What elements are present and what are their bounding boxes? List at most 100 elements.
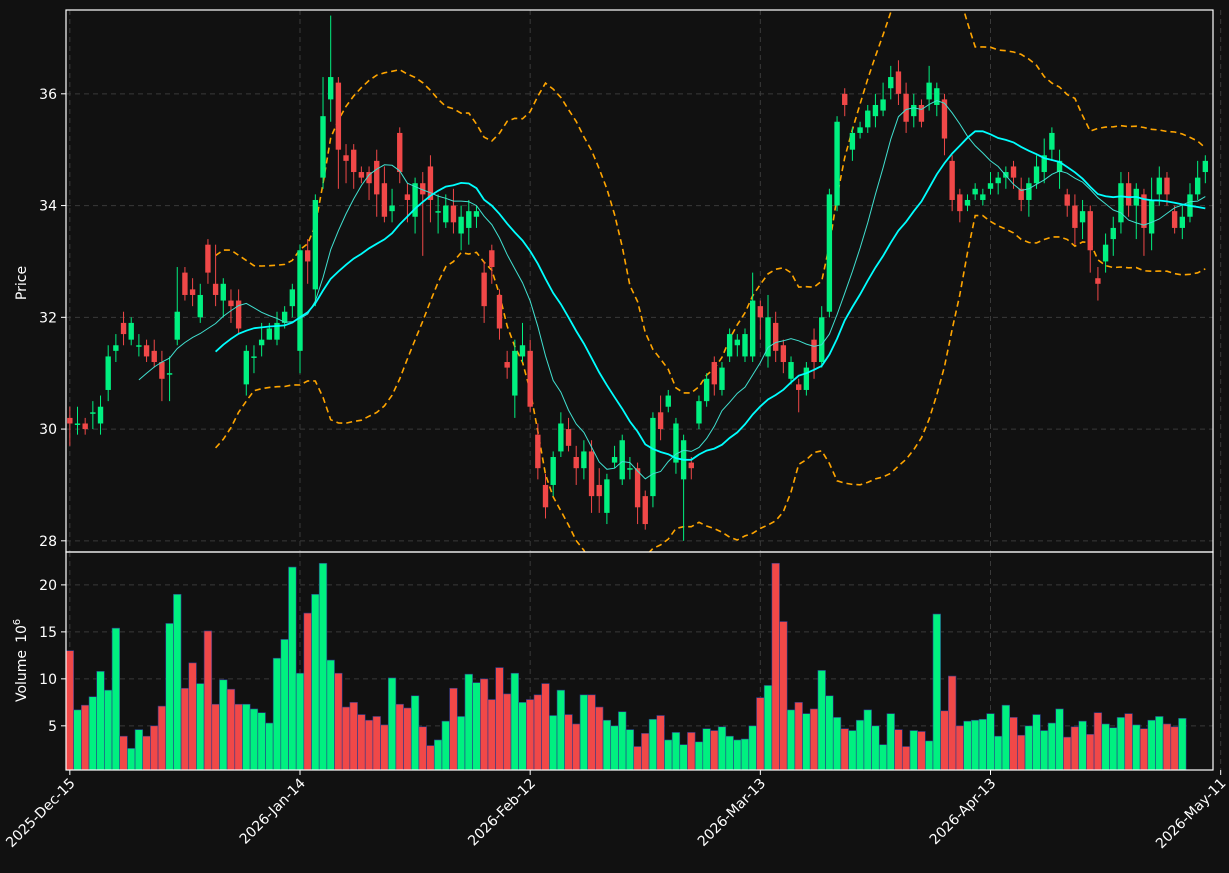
candle-body <box>1026 183 1032 200</box>
volume-bar <box>633 746 642 771</box>
candle-body <box>872 104 879 117</box>
volume-panel: 5 10 15 20 Volume 10 6 <box>12 551 1222 771</box>
volume-bar <box>986 713 995 771</box>
volume-bar <box>756 697 765 771</box>
volume-bar <box>1047 722 1057 771</box>
candle-body <box>657 412 664 430</box>
candle-body <box>297 250 303 351</box>
candle-body <box>934 88 940 105</box>
volume-bar <box>748 725 757 771</box>
volume-bar <box>901 746 911 771</box>
volume-bar <box>518 702 527 771</box>
volume-bar <box>840 728 849 771</box>
candle-body <box>696 401 702 424</box>
candle-body <box>205 244 211 273</box>
candle-body <box>1179 216 1185 228</box>
volume-bar <box>81 704 90 771</box>
volume-bar <box>372 716 381 771</box>
candle-body <box>1010 166 1017 178</box>
candle-body <box>1095 278 1101 284</box>
volume-panel-frame <box>65 551 1214 771</box>
candle-body <box>435 211 441 213</box>
volume-bar <box>955 725 964 771</box>
candle-body <box>1118 183 1124 223</box>
volume-bar <box>318 562 328 771</box>
price-tick-label: 32 <box>39 310 57 326</box>
volume-axis-exponent-power: 6 <box>12 619 23 625</box>
volume-bar <box>265 722 274 771</box>
volume-bar <box>257 712 266 771</box>
volume-tick-label: 5 <box>48 719 57 735</box>
candle-body <box>159 362 165 379</box>
candle-body <box>726 334 733 357</box>
volume-bar <box>855 719 865 771</box>
candle-body <box>573 457 579 469</box>
volume-bar <box>249 708 259 771</box>
candle-body <box>857 127 863 133</box>
volume-axis-exponent-base: 10 <box>14 625 30 643</box>
candle-body <box>251 356 257 358</box>
candle-body <box>174 311 180 340</box>
volume-bar <box>1116 717 1126 771</box>
volume-bar <box>1147 719 1156 771</box>
volume-bar <box>994 735 1003 771</box>
candle-body <box>496 294 503 329</box>
price-tick-label: 36 <box>39 87 57 103</box>
volume-bar <box>403 707 412 771</box>
volume-bar <box>165 623 174 771</box>
volume-bar <box>687 732 696 771</box>
candle-body <box>228 300 234 307</box>
candle-body <box>941 99 948 139</box>
volume-bar <box>886 713 895 771</box>
volume-bar <box>825 695 834 771</box>
candle-body <box>788 362 794 379</box>
bollinger-bands <box>215 10 1206 552</box>
volume-bar <box>288 566 297 771</box>
volume-bar <box>940 710 949 771</box>
volume-bar <box>188 662 197 771</box>
volume-bar <box>280 639 289 771</box>
price-tick-labels: 28 30 32 34 36 <box>39 87 66 550</box>
volume-bar <box>226 688 236 771</box>
volume-bar <box>395 703 404 771</box>
volume-bar <box>211 703 220 771</box>
candle-body <box>980 194 986 200</box>
candle-body <box>604 479 610 513</box>
volume-tick-label: 15 <box>39 625 57 641</box>
volume-bar <box>1017 734 1026 771</box>
candle-body <box>757 306 764 318</box>
volume-bar <box>387 677 397 771</box>
volume-bar <box>671 732 681 771</box>
volume-bar <box>1032 714 1041 771</box>
candle-body <box>120 322 127 335</box>
candle-body <box>558 423 564 452</box>
candle-body <box>220 283 226 301</box>
candle-body <box>374 160 380 195</box>
volume-bar <box>641 733 650 771</box>
candle-body <box>458 216 464 234</box>
candle-body <box>151 350 157 363</box>
volume-axis-title: Volume 10 6 <box>12 619 30 702</box>
candle-body <box>542 484 549 508</box>
volume-bar <box>878 744 888 771</box>
volume-bar <box>771 562 780 771</box>
candle-body <box>1141 194 1147 228</box>
candle-body <box>1194 177 1201 195</box>
candle-body <box>673 423 679 463</box>
volume-bar <box>702 728 711 771</box>
candle-body <box>427 166 434 200</box>
volume-bar <box>786 709 796 771</box>
volume-bar <box>1101 723 1110 771</box>
moving-averages <box>138 99 1206 480</box>
volume-bar <box>295 672 305 771</box>
volume-bar <box>948 675 957 771</box>
volume-bar <box>794 702 803 771</box>
price-tick-label: 30 <box>39 422 57 438</box>
volume-bar <box>679 744 688 771</box>
candle-body <box>450 205 457 223</box>
volume-bar <box>180 687 190 771</box>
ma-short-line <box>138 99 1206 480</box>
volume-bar <box>1063 736 1072 771</box>
volume-bar <box>510 672 519 771</box>
volume-bar <box>779 621 788 771</box>
